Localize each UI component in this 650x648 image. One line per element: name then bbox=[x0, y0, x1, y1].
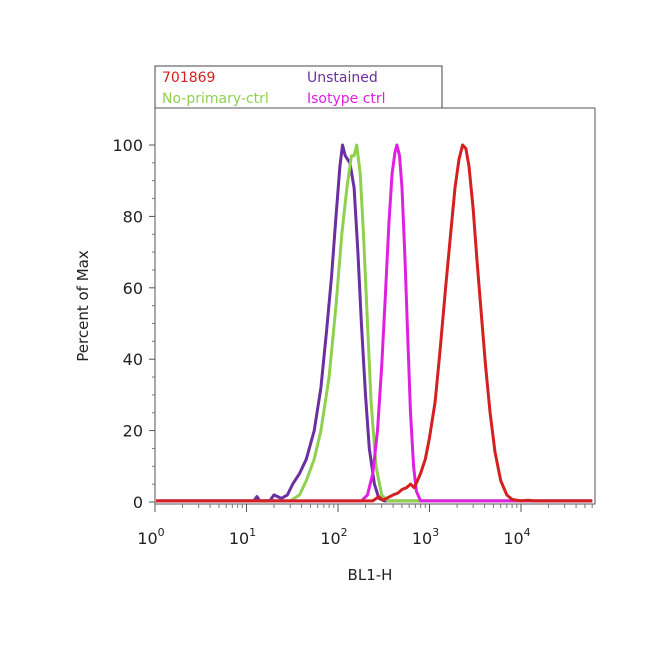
legend-item-unstained: Unstained bbox=[307, 70, 378, 86]
y-tick-label-40: 40 bbox=[123, 350, 143, 369]
x-tick-exponent: 0 bbox=[158, 526, 165, 539]
x-tick-exponent: 2 bbox=[341, 526, 348, 539]
y-tick-label-100: 100 bbox=[112, 136, 143, 155]
y-tick-label-0: 0 bbox=[133, 493, 143, 512]
y-axis-title: Percent of Max bbox=[74, 250, 92, 362]
x-tick-label-4: 104 bbox=[503, 526, 530, 548]
series-701869 bbox=[156, 143, 593, 503]
x-tick-exponent: 3 bbox=[432, 526, 439, 539]
series-layer bbox=[156, 143, 593, 503]
x-tick-label-3: 103 bbox=[412, 526, 439, 548]
legend: 701869 Unstained No-primary-ctrl Isotype… bbox=[154, 65, 443, 109]
legend-item-no-primary-ctrl: No-primary-ctrl bbox=[162, 91, 269, 107]
y-tick-label-80: 80 bbox=[123, 207, 143, 226]
x-tick-exponent: 4 bbox=[524, 526, 531, 539]
y-tick-label-60: 60 bbox=[123, 279, 143, 298]
y-tick-label-20: 20 bbox=[123, 422, 143, 441]
series-no-primary-ctrl bbox=[156, 143, 593, 503]
x-tick-label-2: 102 bbox=[320, 526, 347, 548]
y-axis: 0 20 40 60 80 100 bbox=[112, 136, 155, 512]
x-axis-title: BL1-H bbox=[348, 566, 393, 584]
legend-item-isotype-ctrl: Isotype ctrl bbox=[307, 91, 386, 107]
x-tick-label-0: 100 bbox=[137, 526, 164, 548]
legend-item-701869: 701869 bbox=[162, 70, 215, 86]
x-tick-label-1: 101 bbox=[229, 526, 256, 548]
series-unstained bbox=[156, 143, 593, 503]
series-isotype-ctrl bbox=[156, 143, 593, 503]
x-tick-exponent: 1 bbox=[249, 526, 256, 539]
legend-box bbox=[154, 65, 443, 109]
x-axis: 100 101 102 103 104 bbox=[137, 504, 593, 548]
